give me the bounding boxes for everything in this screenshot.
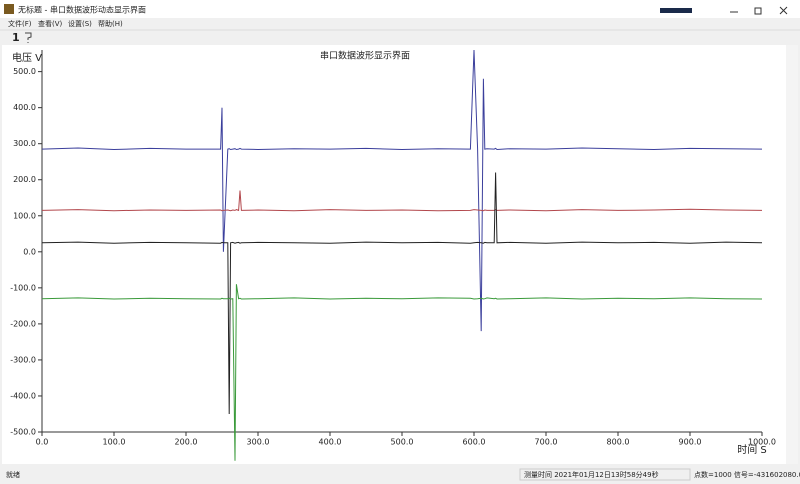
y-tick-label: -500.0 bbox=[10, 428, 36, 437]
window-title: 无标题 - 串口数据波形动态显示界面 bbox=[18, 5, 146, 15]
series-line bbox=[42, 190, 763, 212]
menu-item[interactable]: 设置(S) bbox=[68, 19, 92, 28]
x-tick-label: 200.0 bbox=[175, 438, 198, 447]
x-tick-label: 800.0 bbox=[607, 438, 630, 447]
status-bar bbox=[0, 465, 800, 484]
x-tick-label: 0.0 bbox=[36, 438, 49, 447]
x-axis-label: 时间 S bbox=[737, 443, 767, 456]
x-tick-label: 700.0 bbox=[535, 438, 558, 447]
chart-area bbox=[2, 45, 786, 464]
title-bar bbox=[0, 0, 800, 18]
y-tick-label: -300.0 bbox=[10, 355, 36, 364]
y-tick-label: -400.0 bbox=[10, 391, 36, 400]
taskbar-thumb bbox=[660, 8, 692, 13]
status-pane bbox=[519, 468, 691, 481]
x-tick-label: 400.0 bbox=[319, 438, 342, 447]
maximize-button[interactable] bbox=[754, 7, 762, 15]
y-axis-label: 电压 V bbox=[12, 51, 42, 64]
menu-item[interactable]: 查看(V) bbox=[38, 19, 63, 28]
plot: 500.0 400.0 300.0 200.0 100.0 0.0 -100.0 -200.0… bbox=[10, 49, 776, 461]
x-tick-label: 900.0 bbox=[679, 438, 702, 447]
status-ready: 就绪 bbox=[6, 470, 20, 479]
y-tick-label: 300.0 bbox=[13, 139, 36, 148]
x-tick-label: 500.0 bbox=[391, 438, 414, 447]
y-tick-label: 500.0 bbox=[13, 67, 36, 76]
menu-item[interactable]: 帮助(H) bbox=[98, 19, 123, 28]
status-time: 测量时间 2021年01月12日13时58分49秒 bbox=[524, 470, 659, 479]
y-tick-label: -200.0 bbox=[10, 319, 36, 328]
x-tick-label: 1000.0 bbox=[748, 438, 776, 447]
y-tick-label: 100.0 bbox=[13, 211, 36, 220]
status-signal: 点数=1000 信号=-431602080.00 bbox=[694, 470, 800, 479]
y-tick-label: -100.0 bbox=[10, 283, 36, 292]
y-tick-label: 0.0 bbox=[23, 247, 36, 256]
menu-item[interactable]: 文件(F) bbox=[8, 19, 32, 28]
chart-title: 串口数据波形显示界面 bbox=[320, 50, 410, 62]
toolbar-button[interactable]: 1 bbox=[12, 31, 20, 44]
y-tick-label: 200.0 bbox=[13, 175, 36, 184]
app-icon bbox=[4, 4, 14, 14]
y-tick-label: 400.0 bbox=[13, 103, 36, 112]
menu-bar: 文件(F) 查看(V) 设置(S) 帮助(H) bbox=[8, 19, 123, 28]
x-tick-label: 300.0 bbox=[247, 438, 270, 447]
series-line bbox=[42, 172, 763, 415]
series-line bbox=[42, 284, 763, 461]
x-tick-label: 100.0 bbox=[103, 438, 126, 447]
series-line bbox=[42, 49, 763, 332]
help-button[interactable] bbox=[25, 32, 32, 43]
scrollbar[interactable] bbox=[786, 45, 798, 464]
close-button[interactable] bbox=[779, 6, 788, 15]
x-tick-label: 600.0 bbox=[463, 438, 486, 447]
